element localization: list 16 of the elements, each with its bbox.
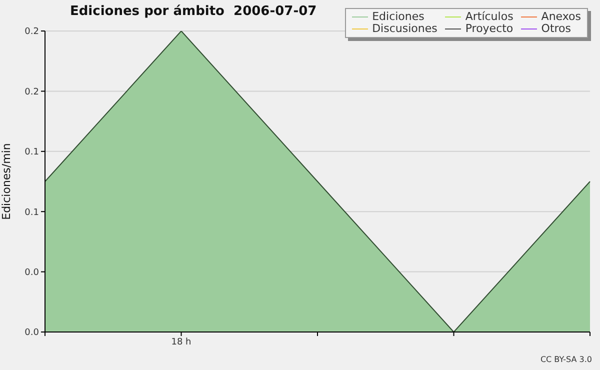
y-tick-label: 0.1 <box>24 148 39 158</box>
x-tick-label: 18 h <box>171 337 192 348</box>
text: CC BY-SA 3.0 <box>540 355 592 364</box>
legend-label: Ediciones <box>372 10 424 23</box>
y-axis-title: Ediciones/min <box>0 143 13 220</box>
legend-label: Anexos <box>541 10 581 23</box>
chart-title: Ediciones por ámbito 2006-07-07 <box>70 4 317 19</box>
legend-label: Proyecto <box>465 22 514 35</box>
legend-label: Artículos <box>465 10 514 23</box>
legend-label: Discusiones <box>372 22 438 35</box>
y-tick-label: 0.2 <box>24 27 39 38</box>
y-tick-label: 0.0 <box>24 328 40 338</box>
y-tick-label: 0.1 <box>24 208 39 218</box>
y-tick-label: 0.0 <box>24 268 40 278</box>
legend-label: Otros <box>541 22 572 35</box>
y-tick-label: 0.2 <box>24 87 39 98</box>
